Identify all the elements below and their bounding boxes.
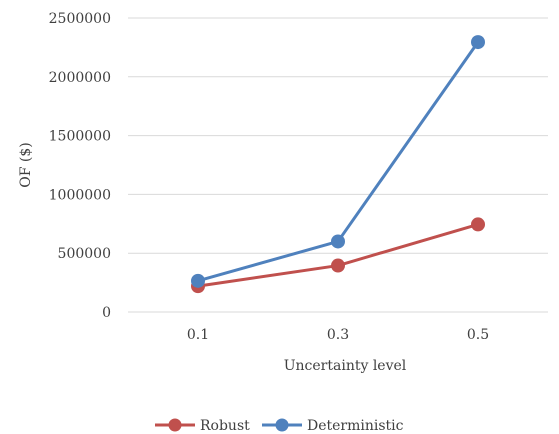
y-axis-title: OF ($) (18, 142, 34, 187)
x-axis-ticks: 0.1 0.3 0.5 (187, 327, 489, 343)
x-tick-label: 0.5 (467, 327, 489, 343)
legend-marker-robust (168, 418, 182, 432)
x-tick-label: 0.3 (327, 327, 349, 343)
x-tick-label: 0.1 (187, 327, 209, 343)
y-tick-label: 2500000 (49, 11, 111, 27)
y-axis-ticks: 0 500000 1000000 1500000 2000000 2500000 (49, 11, 111, 321)
data-point-robust (471, 217, 485, 232)
y-tick-label: 2000000 (49, 70, 111, 86)
legend-label-robust: Robust (200, 418, 250, 434)
y-tick-label: 500000 (58, 246, 111, 262)
data-point-robust (331, 258, 345, 273)
data-point-deterministic (191, 273, 205, 288)
legend-label-deterministic: Deterministic (307, 418, 404, 434)
series-line-robust (197, 222, 479, 288)
gridlines (128, 17, 548, 313)
legend: Robust Deterministic (155, 418, 404, 434)
y-tick-label: 0 (102, 305, 111, 321)
y-tick-label: 1000000 (49, 187, 111, 203)
legend-marker-deterministic (275, 418, 289, 432)
series-layer (191, 35, 485, 294)
data-point-deterministic (471, 35, 485, 50)
data-point-deterministic (331, 234, 345, 249)
x-axis-title: Uncertainty level (284, 358, 407, 374)
y-tick-label: 1500000 (49, 129, 111, 145)
